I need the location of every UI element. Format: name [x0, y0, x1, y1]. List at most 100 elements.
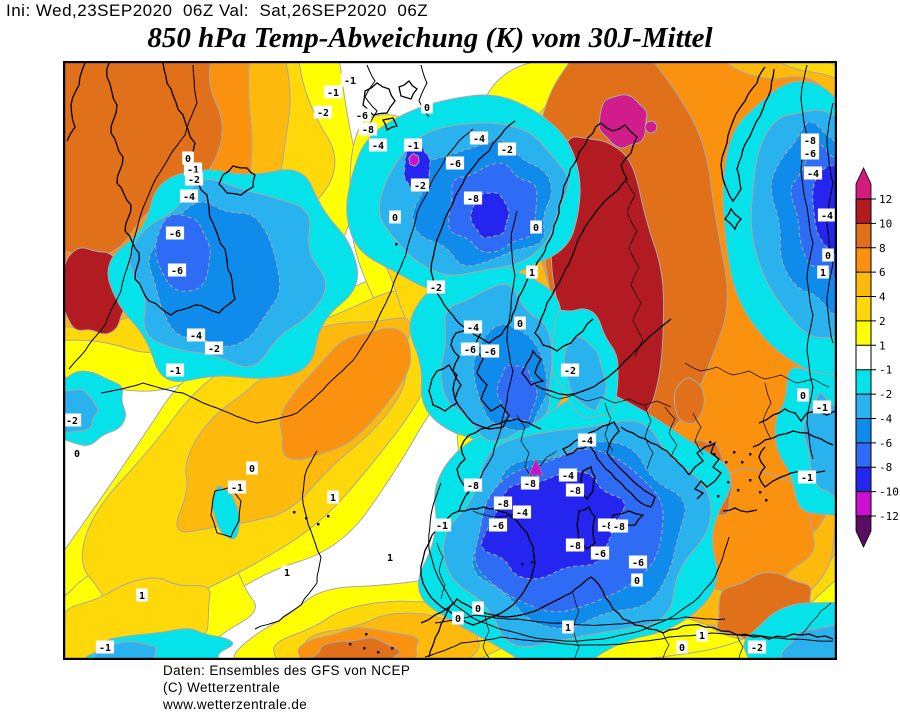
small-island-dot — [363, 647, 366, 650]
small-island-dot — [305, 517, 308, 520]
colorbar-legend: 12 10 8 6 4 2 1 -1 -2 -4 -6 -8 -10 -12 — [843, 164, 900, 567]
contour-label: 1 — [387, 553, 393, 564]
map-region-blob-o6 — [279, 327, 412, 460]
coastline-greenland-west-coast — [66, 63, 86, 142]
contour-label: -8 — [569, 486, 581, 497]
contour-label: -4 — [190, 331, 202, 342]
contour-label: -4 — [807, 169, 819, 180]
small-island-dot — [317, 523, 320, 526]
zero-contour-line-10 — [364, 64, 378, 126]
init-valid-time-line: Ini: Wed,23SEP2020 06Z Val: Sat,26SEP202… — [6, 1, 429, 20]
colorbar-segment — [856, 247, 871, 273]
small-island-dot — [725, 461, 728, 464]
map-region-blob-d8 — [673, 377, 705, 425]
contour-label: -8 — [467, 194, 479, 205]
contour-label-box — [747, 640, 767, 654]
contour-label: 1 — [330, 493, 336, 504]
coastline-svalbard-2 — [398, 80, 418, 100]
contour-label: -4 — [581, 436, 593, 447]
contour-label-box — [432, 518, 452, 532]
anomaly-map-svg: 0-1-2-4-6-6-4-2-1-1-2 -6-8-4 -1-20-4-2-6-8… — [62, 60, 838, 661]
contour-label-box — [313, 105, 333, 119]
small-island-dot — [749, 479, 752, 482]
contour-label-box — [488, 518, 508, 532]
contour-label: -8 — [362, 125, 374, 136]
contour-label: -6 — [464, 345, 476, 356]
contour-label-box — [184, 172, 204, 186]
contour-label: 0 — [517, 319, 523, 330]
country-border-5 — [644, 404, 654, 470]
contour-label: -8 — [601, 521, 613, 532]
contour-label: -1 — [801, 473, 813, 484]
small-island-dot — [377, 651, 380, 654]
contour-label: -2 — [66, 416, 78, 427]
colorbar-arrow-bottom — [855, 515, 872, 548]
country-border-0 — [516, 414, 558, 480]
contour-label: -2 — [501, 145, 513, 156]
contour-label-box — [95, 640, 115, 654]
contour-label: -1 — [169, 366, 181, 377]
contour-label-box — [460, 342, 480, 356]
country-border-14 — [736, 634, 744, 658]
contour-label: -8 — [569, 541, 581, 552]
contour-label-box — [493, 496, 513, 510]
contour-label: -1 — [327, 88, 339, 99]
coastline-iceland — [218, 165, 256, 196]
colorbar-segment — [856, 223, 871, 248]
contour-label-box — [628, 555, 648, 569]
country-border-11 — [482, 614, 490, 658]
contour-label: -6 — [169, 229, 181, 240]
contour-label-box — [558, 468, 578, 482]
contour-label-box — [71, 446, 83, 460]
contour-label: 0 — [392, 213, 398, 224]
contour-label-box — [186, 328, 206, 342]
contour-label: -4 — [372, 141, 384, 152]
small-island-dot — [349, 643, 352, 646]
coastline-kola-bothnia-coast — [534, 122, 638, 352]
contour-label: -6 — [356, 111, 368, 122]
contour-label-box — [631, 573, 643, 587]
colorbar-segment — [856, 394, 871, 419]
small-island-dot — [521, 563, 524, 566]
contour-label: -1 — [816, 403, 828, 414]
contour-label-box — [403, 138, 423, 152]
contour-label-box — [445, 156, 465, 170]
contour-label-box — [136, 588, 148, 602]
contour-label: -2 — [751, 643, 763, 654]
small-island-dot — [365, 633, 368, 636]
contour-label: -6 — [804, 149, 816, 160]
contour-label-box — [65, 413, 82, 427]
contour-label-box — [609, 519, 629, 533]
colorbar-segment — [856, 369, 871, 395]
contour-label-box — [384, 550, 396, 564]
contour-label: -1 — [231, 483, 243, 494]
contour-label: -6 — [492, 521, 504, 532]
contour-label-box — [560, 363, 580, 377]
coastline-svalbard-1 — [362, 82, 396, 116]
alps-cold-peak-mark — [528, 458, 544, 476]
contour-label-box — [358, 122, 378, 136]
contour-label-box — [800, 133, 820, 147]
coastline-morocco-atlantic-coast — [428, 602, 454, 658]
contour-label-box — [165, 363, 185, 377]
contour-label-box — [227, 480, 247, 494]
small-island-dot — [327, 515, 330, 518]
country-border-3 — [544, 392, 672, 408]
coastline-iberia — [420, 506, 536, 626]
contour-label-box — [246, 461, 258, 475]
colorbar-segment — [856, 199, 871, 224]
small-island-dot — [531, 561, 534, 564]
contour-label: -2 — [414, 181, 426, 192]
contour-label: 0 — [475, 604, 481, 615]
small-island-dot — [395, 243, 398, 246]
contour-label-box — [797, 388, 809, 402]
contour-label: -4 — [183, 192, 195, 203]
contour-label: 0 — [249, 464, 255, 475]
zero-contour-line-7 — [434, 614, 726, 627]
colorbar-tick-label: 6 — [879, 266, 886, 279]
contour-label-box — [463, 320, 483, 334]
small-island-dot — [765, 499, 768, 502]
contour-label: 0 — [679, 643, 685, 654]
contour-label-box — [562, 620, 574, 634]
contour-label-box — [514, 316, 526, 330]
